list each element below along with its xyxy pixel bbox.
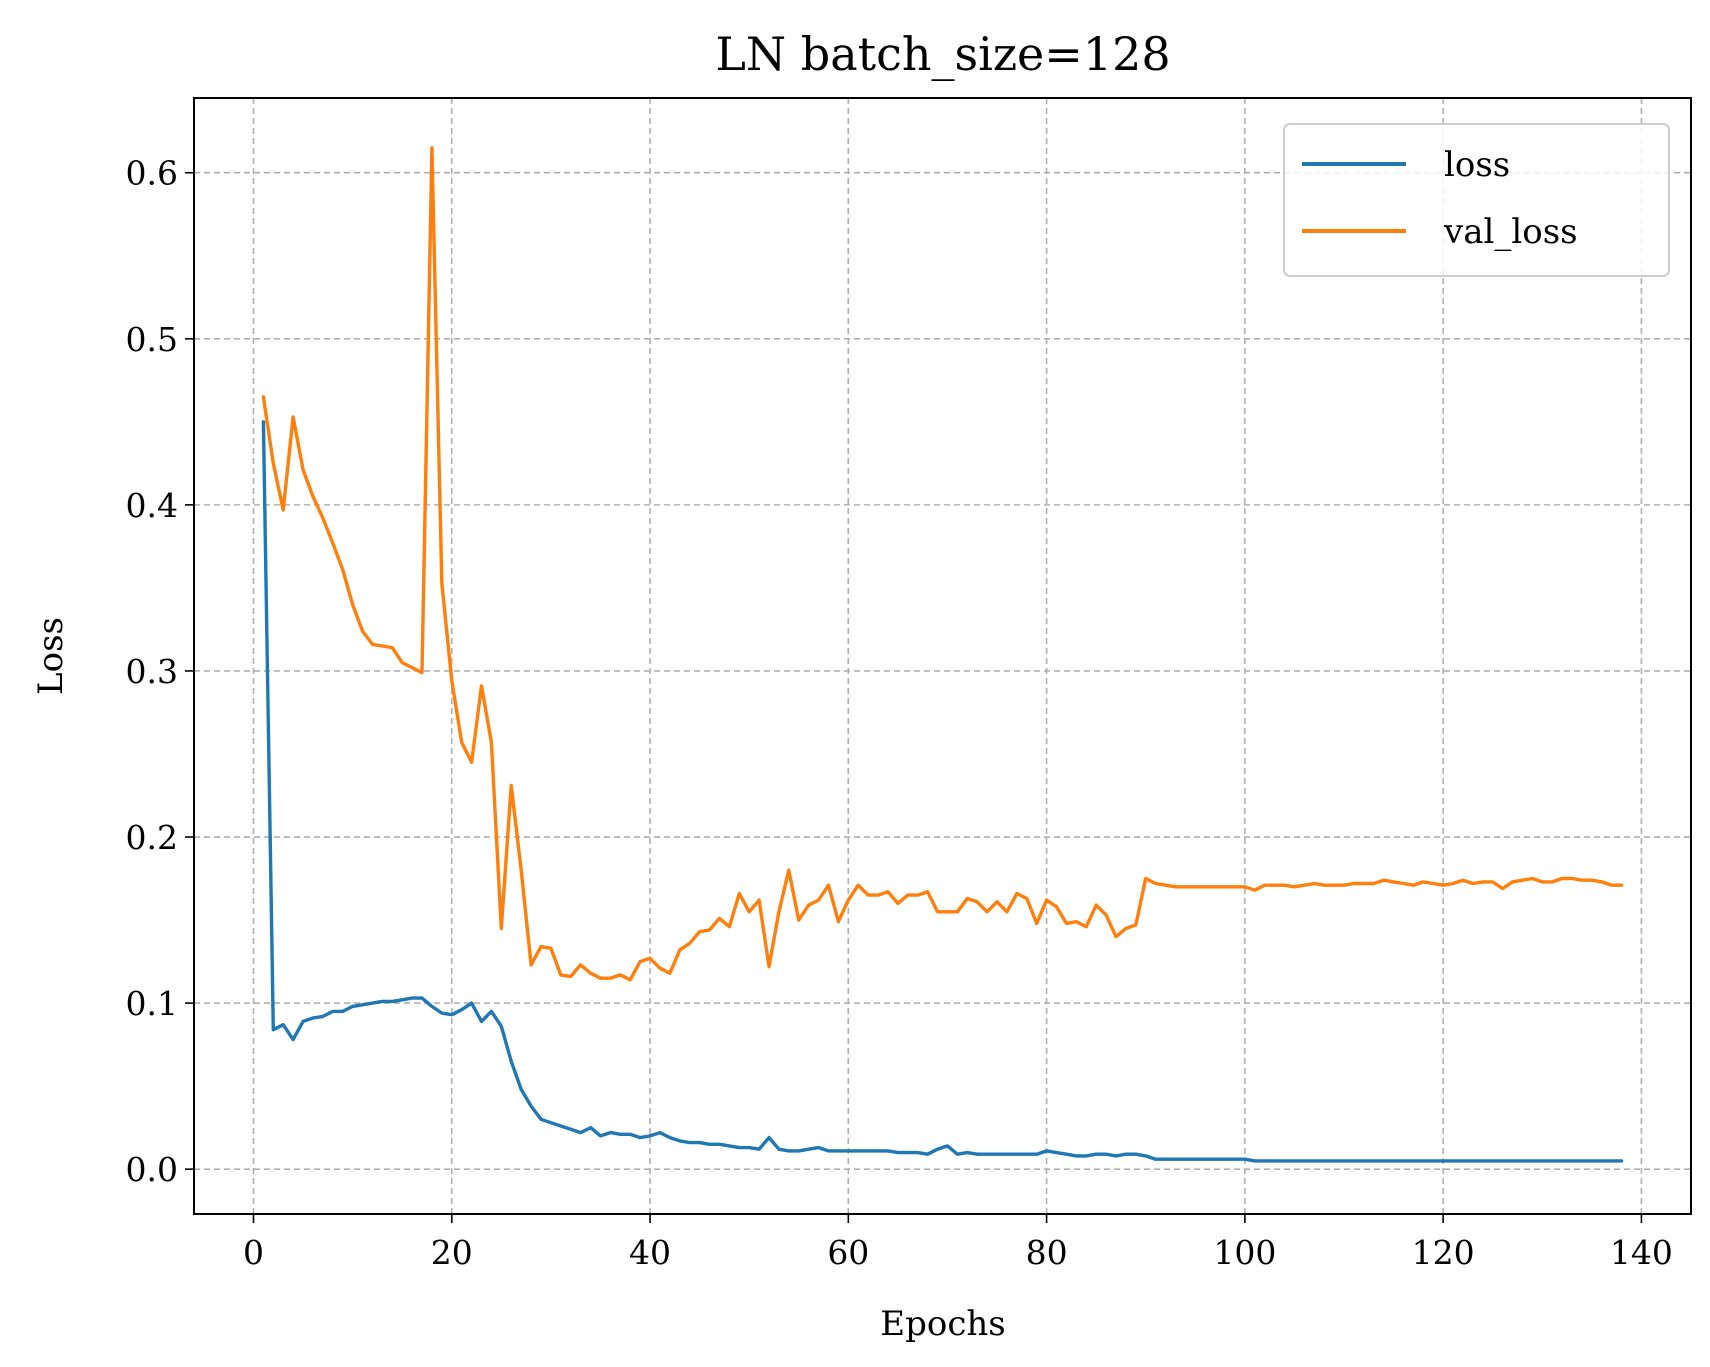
y-tick-label: 0.3 — [126, 652, 178, 691]
series-line-loss — [261, 420, 1624, 1163]
x-tick-label: 120 — [1412, 1233, 1475, 1272]
plot-frame — [193, 97, 1692, 1215]
y-tick-label: 0.4 — [126, 486, 178, 525]
x-tick-label: 100 — [1213, 1233, 1276, 1272]
x-tick-label: 80 — [1026, 1233, 1068, 1272]
y-axis-label: Loss — [31, 617, 71, 695]
y-tick-label: 0.6 — [126, 154, 178, 193]
series-line-val-loss — [261, 146, 1624, 982]
x-tick-label: 140 — [1610, 1233, 1673, 1272]
x-tick-label: 60 — [827, 1233, 869, 1272]
legend-label-val-loss: val_loss — [1443, 212, 1578, 252]
y-tick-label: 0.5 — [126, 320, 178, 359]
y-tick-label: 0.0 — [126, 1150, 178, 1189]
series-lines — [261, 146, 1624, 1163]
x-tick-label: 20 — [431, 1233, 473, 1272]
x-tick-label: 40 — [629, 1233, 671, 1272]
legend: loss val_loss — [1283, 123, 1670, 277]
y-tick-label: 0.2 — [126, 818, 178, 857]
legend-label-loss: loss — [1444, 145, 1510, 185]
grid — [194, 98, 1691, 1214]
y-tick-label: 0.1 — [126, 984, 178, 1023]
x-tick-label: 0 — [243, 1233, 264, 1272]
chart-title: LN batch_size=128 — [715, 27, 1170, 81]
x-axis-label: Epochs — [880, 1304, 1005, 1344]
axis-ticks: 0 20 40 60 80 100 120 140 0.0 0.1 0.2 0.3 0.4 0.5 0.6 — [126, 154, 1673, 1272]
